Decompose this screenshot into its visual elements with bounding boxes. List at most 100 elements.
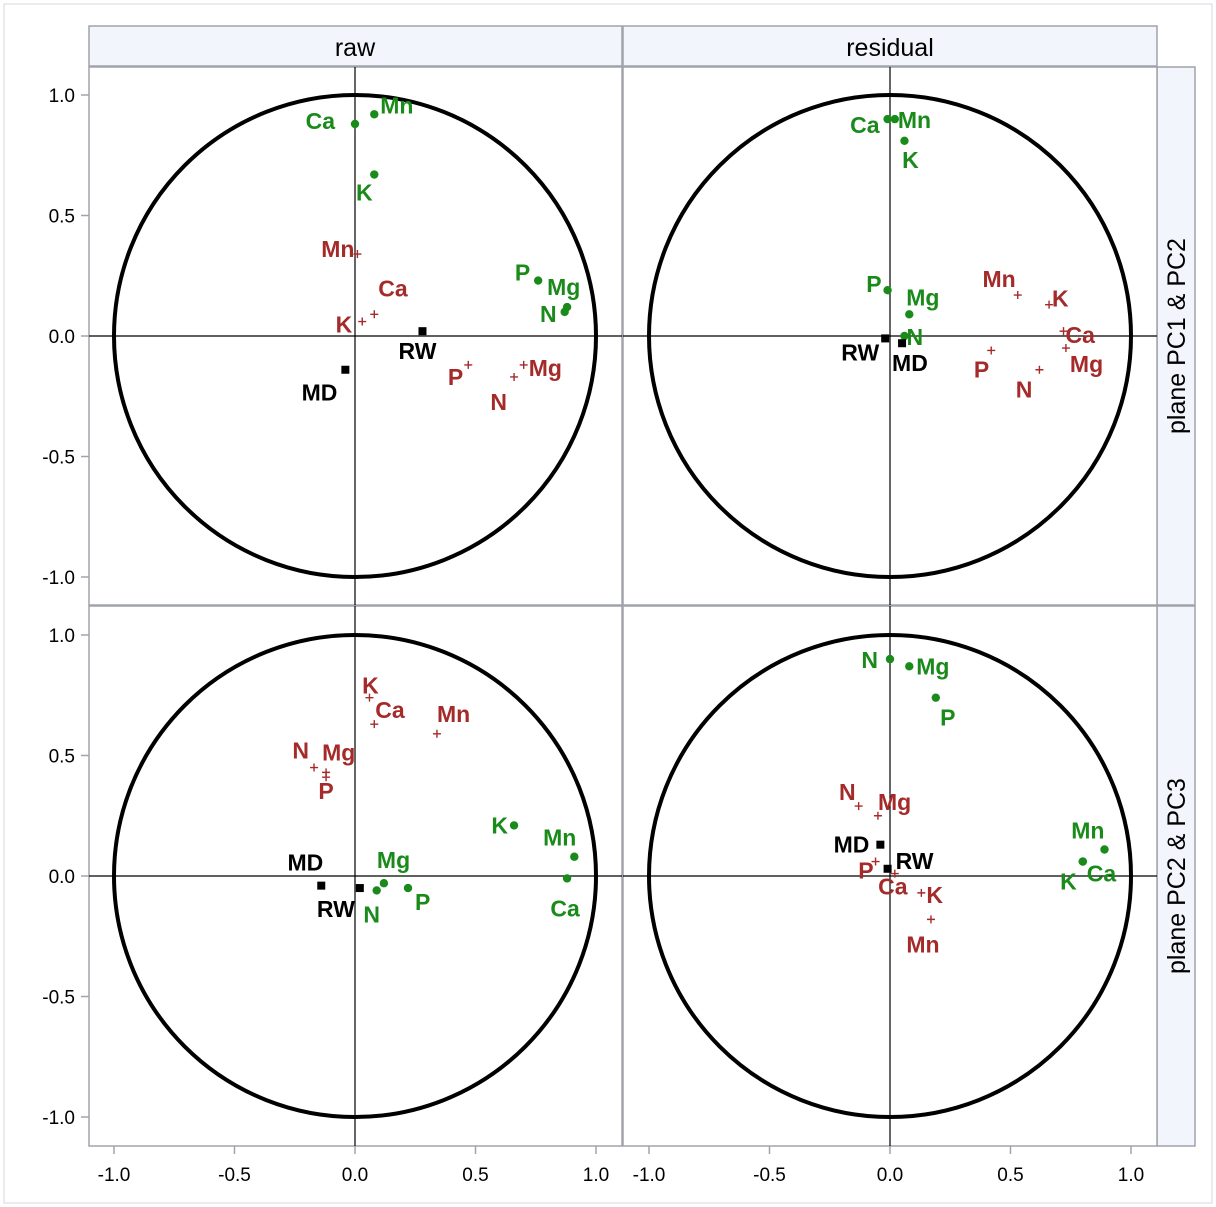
point-label-red: Ca [375,697,405,723]
point-label-green: P [515,260,530,286]
point-label-red: K [1052,286,1069,312]
point-marker-black [317,881,326,890]
point-marker-black [341,365,350,374]
x-tick-label: 1.0 [583,1165,609,1186]
point-label-black: MD [287,850,323,876]
point-marker-black [876,840,885,849]
point-marker-red [1045,300,1054,309]
figure-border [3,3,1213,1204]
point-marker-green [1078,857,1088,866]
point-marker-red [917,888,926,897]
point-marker-red [873,811,882,820]
point-marker-green [931,693,940,702]
point-label-red: Ca [878,874,908,900]
point-marker-black [418,327,427,336]
point-label-black: RW [317,896,355,922]
point-marker-green [570,852,579,861]
point-label-red: P [858,858,873,884]
point-label-green: Mn [543,825,576,851]
x-axis-ticks-left: -1.0 -0.5 0.0 0.5 1.0 [98,1146,609,1186]
point-marker-green [370,170,379,179]
point-label-green: Mg [377,847,410,873]
point-label-red: K [926,882,943,908]
point-label-red: Ca [1066,322,1096,348]
point-marker-green [890,114,900,124]
point-marker-green [350,119,360,129]
point-marker-red [854,802,863,811]
point-marker-red [1061,344,1070,353]
x-tick-label: -1.0 [633,1165,666,1186]
point-label-black: RW [896,848,934,874]
point-label-green: K [1060,869,1077,895]
point-label-green: Ca [550,895,580,921]
point-label-green: Mg [547,274,580,300]
point-marker-red [987,346,996,355]
row-strip-pc1-pc2: plane PC1 & PC2 [1156,66,1196,606]
point-label-green: Mn [898,107,931,133]
strip-label-raw: raw [335,34,376,62]
point-label-red: Mg [529,355,562,381]
point-label-green: Mg [916,653,949,679]
strip-label-pc1-pc2: plane PC1 & PC2 [1163,238,1191,434]
point-marker-red [1013,291,1022,300]
point-label-green: P [940,705,955,731]
point-label-red: Mn [983,266,1016,292]
point-marker-green [905,662,914,671]
point-marker-red [871,857,880,866]
point-label-black: RW [841,339,879,365]
point-marker-green [509,821,519,830]
panel-residual-plane-pc1-pc2: Ca Mn K P Mg N Mn K Ca Mg P N RW MD [622,66,1158,606]
column-strip-residual: residual [622,25,1158,67]
point-marker-red [1035,365,1044,374]
point-label-green: N [906,324,923,350]
point-label-green: K [356,180,373,206]
point-label-red: Mn [906,931,939,957]
point-label-red: K [336,312,353,338]
point-label-green: P [415,889,430,915]
column-strip-raw: raw [88,25,623,67]
point-marker-red [519,360,528,369]
point-marker-red [322,773,331,782]
point-marker-red [353,250,362,259]
point-label-red: Mg [878,789,911,815]
point-marker-red [432,729,441,738]
point-label-green: P [866,271,881,297]
point-marker-black [883,864,892,873]
point-marker-black [355,884,364,893]
point-marker-green [533,276,543,285]
point-marker-black [881,334,890,343]
y-tick-label: 1.0 [49,86,75,107]
x-tick-label: 0.5 [997,1165,1023,1186]
point-marker-green [370,110,379,119]
point-label-red: Mn [321,236,354,262]
y-tick-label: 0.0 [49,867,75,888]
point-label-green: Mn [1071,817,1104,843]
point-marker-green [885,654,895,664]
point-marker-red [310,763,319,772]
x-tick-label: 0.0 [342,1165,368,1186]
point-marker-green [900,136,909,145]
point-marker-red [1059,327,1068,336]
point-label-red: N [490,389,507,415]
y-tick-label: -0.5 [42,448,75,469]
point-marker-red [464,360,473,369]
point-label-black: MD [302,380,338,406]
point-label-red: N [1016,377,1033,403]
point-label-red: Ca [378,275,408,301]
x-axis-ticks-right: -1.0 -0.5 0.0 0.5 1.0 [633,1146,1144,1186]
strip-label-residual: residual [846,34,934,62]
y-tick-label: -1.0 [42,1108,75,1129]
point-label-green: Mg [906,284,939,310]
y-tick-label: -0.5 [42,988,75,1009]
point-label-green: N [861,647,878,673]
point-label-green: Ca [306,108,336,134]
point-label-red: N [292,738,309,764]
x-tick-label: -0.5 [753,1165,786,1186]
point-label-green: K [902,147,919,173]
point-marker-green [905,310,914,319]
strip-background [1156,66,1196,606]
